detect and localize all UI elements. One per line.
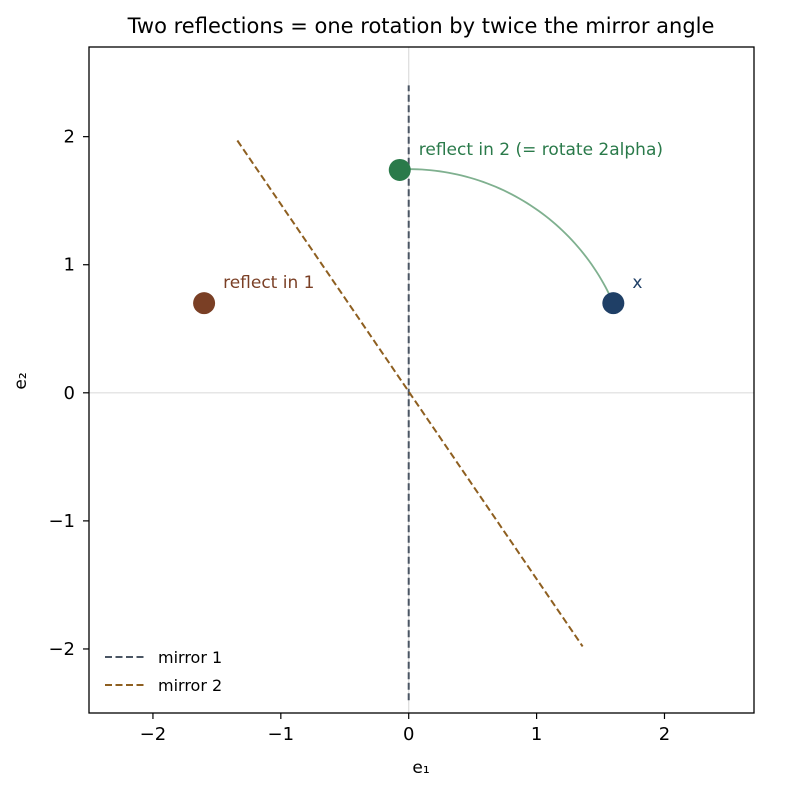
point-label-1: reflect in 1 [223, 273, 314, 293]
x-tick-label: 1 [531, 724, 542, 745]
point-marker-1 [193, 292, 216, 315]
x-tick-label: 0 [403, 724, 414, 745]
y-tick-label: 0 [64, 383, 75, 404]
legend-label-0: mirror 1 [158, 648, 222, 667]
point-marker-0 [602, 292, 625, 315]
rotation-arc [399, 168, 615, 304]
series-line-mirror-2 [236, 139, 584, 647]
y-tick-label: −2 [48, 639, 75, 660]
x-tick-label: 2 [659, 724, 670, 745]
point-label-0: x [632, 273, 642, 293]
point-marker-2 [388, 158, 411, 181]
plot-layer: x reflect in 1 reflect in 2 (= rotate 2alp… [48, 46, 755, 745]
axes-frame [88, 46, 755, 714]
x-tick-label: −2 [140, 724, 167, 745]
y-tick-label: 2 [64, 127, 75, 148]
x-tick-label: −1 [268, 724, 295, 745]
plot-area [89, 47, 754, 713]
legend: mirror 1 mirror 2 [105, 648, 222, 695]
chart-title: Two reflections = one rotation by twice … [127, 14, 715, 38]
point-label-2: reflect in 2 (= rotate 2alpha) [419, 140, 663, 160]
y-tick-label: 1 [64, 255, 75, 276]
y-tick-label: −1 [48, 511, 75, 532]
x-axis-label: e₁ [412, 758, 429, 778]
legend-label-1: mirror 2 [158, 676, 222, 695]
y-axis-label: e₂ [11, 372, 31, 389]
